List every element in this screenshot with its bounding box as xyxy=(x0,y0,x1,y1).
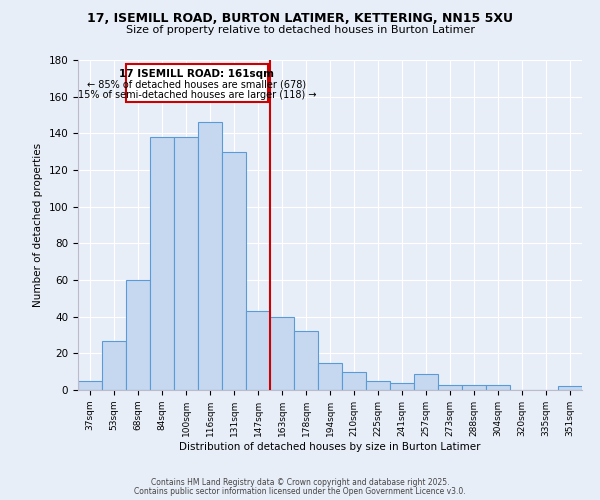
Bar xyxy=(414,374,438,390)
Bar xyxy=(246,311,270,390)
Text: Contains HM Land Registry data © Crown copyright and database right 2025.: Contains HM Land Registry data © Crown c… xyxy=(151,478,449,487)
Bar xyxy=(78,381,102,390)
Bar xyxy=(294,332,318,390)
Bar xyxy=(198,122,222,390)
Bar xyxy=(126,280,150,390)
Text: 17, ISEMILL ROAD, BURTON LATIMER, KETTERING, NN15 5XU: 17, ISEMILL ROAD, BURTON LATIMER, KETTER… xyxy=(87,12,513,26)
Bar xyxy=(150,137,174,390)
Bar xyxy=(558,386,582,390)
Bar xyxy=(438,384,462,390)
Text: 15% of semi-detached houses are larger (118) →: 15% of semi-detached houses are larger (… xyxy=(77,90,316,100)
Text: 17 ISEMILL ROAD: 161sqm: 17 ISEMILL ROAD: 161sqm xyxy=(119,70,274,80)
Bar xyxy=(462,384,486,390)
Bar xyxy=(102,340,126,390)
Bar xyxy=(318,362,342,390)
Bar xyxy=(222,152,246,390)
Bar xyxy=(270,316,294,390)
FancyBboxPatch shape xyxy=(126,64,268,102)
Text: Size of property relative to detached houses in Burton Latimer: Size of property relative to detached ho… xyxy=(125,25,475,35)
Y-axis label: Number of detached properties: Number of detached properties xyxy=(33,143,43,307)
Bar xyxy=(390,382,414,390)
Text: Contains public sector information licensed under the Open Government Licence v3: Contains public sector information licen… xyxy=(134,487,466,496)
Text: ← 85% of detached houses are smaller (678): ← 85% of detached houses are smaller (67… xyxy=(87,80,307,90)
Bar xyxy=(342,372,366,390)
X-axis label: Distribution of detached houses by size in Burton Latimer: Distribution of detached houses by size … xyxy=(179,442,481,452)
Bar xyxy=(174,137,198,390)
Bar xyxy=(486,384,510,390)
Bar xyxy=(366,381,390,390)
